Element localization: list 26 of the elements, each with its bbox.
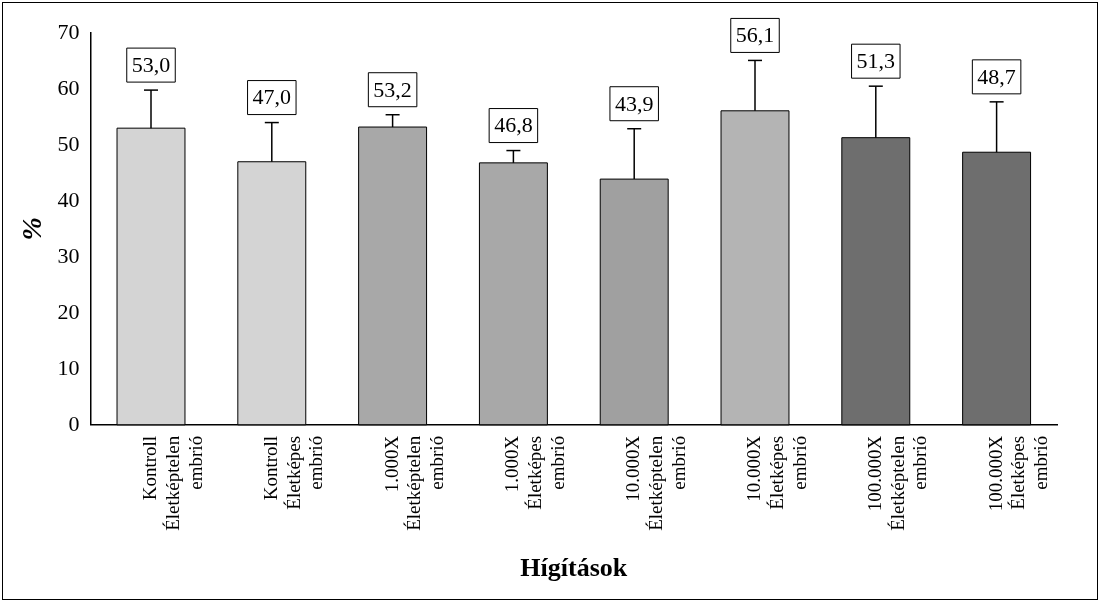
y-tick-label: 0 [68, 410, 80, 436]
y-tick-label: 30 [57, 242, 80, 268]
y-tick-label: 50 [57, 130, 80, 156]
data-label: 51,3 [856, 47, 896, 73]
x-tick-label: 1.000X Életképtelen embrió [380, 435, 448, 531]
y-tick-label: 70 [57, 18, 80, 44]
x-tick-label: 10.000X Életképtelen embrió [622, 435, 689, 531]
y-tick-label: 10 [57, 354, 80, 380]
x-tick-label: 100.000X Életképtelen embrió [863, 435, 931, 531]
data-label: 47,0 [252, 84, 292, 110]
y-tick-label: 60 [57, 74, 80, 100]
x-tick-label: 1.000X Életképes embrió [501, 435, 568, 510]
data-label: 53,0 [131, 51, 171, 77]
data-label: 48,7 [977, 63, 1016, 89]
x-tick-label: 10.000X Életképes embrió [742, 435, 810, 510]
x-axis-title: Hígítások [520, 553, 628, 583]
data-label: 43,9 [614, 90, 654, 116]
y-axis-title: % [16, 217, 48, 241]
x-tick-label: Kontroll Életképes embrió [259, 435, 327, 510]
data-label: 53,2 [373, 76, 412, 102]
y-tick-label: 40 [57, 186, 80, 212]
data-label: 46,8 [494, 112, 533, 138]
data-label: 56,1 [735, 22, 775, 48]
y-tick-label: 20 [57, 298, 80, 324]
x-tick-label: 100.000X Életképes embrió [984, 435, 1052, 512]
x-tick-label: Kontroll Életképtelen embrió [138, 435, 206, 531]
